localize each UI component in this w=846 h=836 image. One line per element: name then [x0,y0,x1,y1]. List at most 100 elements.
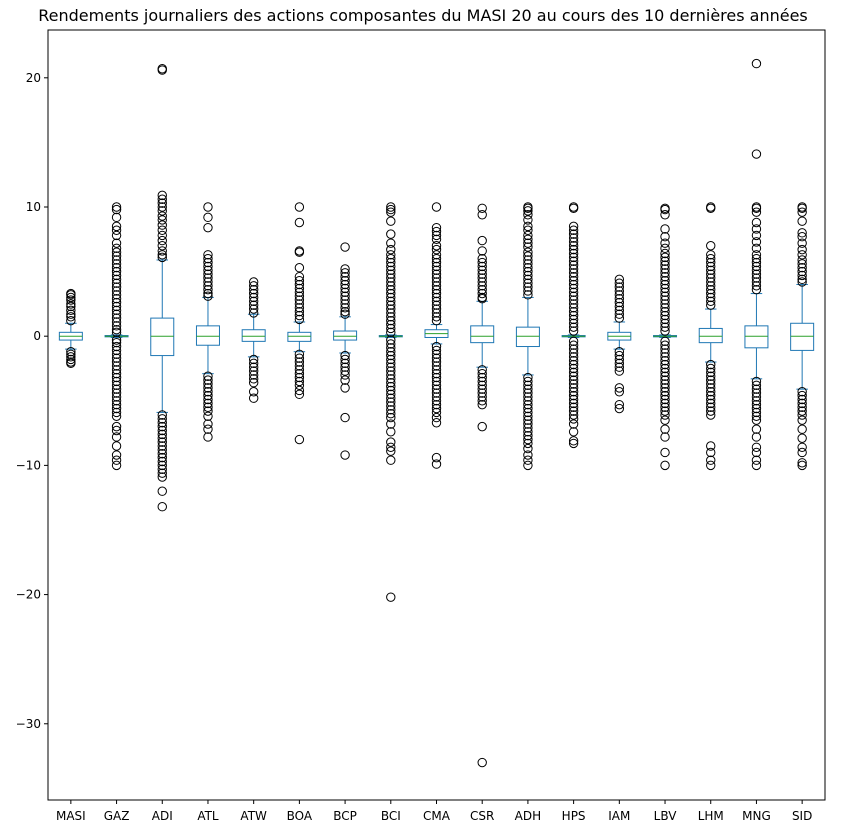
flier-point [386,202,396,212]
flier-point [751,388,762,398]
flier-point [751,407,762,418]
flier-point [111,411,122,421]
flier-point [340,242,350,252]
flier-point [111,396,122,406]
flier-point [568,295,579,305]
flier-point [523,259,533,269]
x-tick-label: MASI [56,809,86,823]
flier-point [386,292,396,303]
box-bcp [333,330,358,341]
flier-point [614,297,625,308]
flier-point [660,363,670,374]
flier-point [157,252,167,263]
flier-point [568,410,579,420]
flier-point [797,216,807,226]
flier-point [111,361,122,371]
flier-point [294,272,305,282]
flier-point [248,292,259,303]
flier-point [111,335,122,345]
flier-point [568,229,579,239]
flier-point [111,251,122,261]
flier-point [660,383,670,393]
flier-point [294,202,305,212]
flier-point [523,396,533,406]
flier-point [660,314,670,325]
flier-point [386,374,396,384]
flier-point [523,380,533,390]
flier-point [340,299,350,309]
flier-point [751,203,762,213]
flier-point [751,273,762,283]
flier-point [751,265,762,276]
flier-point [751,392,762,402]
flier-point [477,246,487,256]
flier-point [431,265,442,276]
flier-point [431,380,442,390]
x-tick-label: LHM [698,809,724,823]
flier-point [660,252,670,263]
flier-point [294,283,305,294]
flier-point [568,256,579,266]
flier-point [523,372,533,383]
flier-point [340,354,350,365]
flier-point [431,296,442,307]
box-boa [287,331,312,342]
flier-point [66,295,76,305]
flier-point [614,358,625,369]
flier-point [614,286,625,296]
flier-point [66,346,76,357]
flier-point [568,340,579,350]
flier-point [568,264,579,274]
flier-point [797,406,807,416]
flier-point [431,292,442,303]
flier-point [797,232,807,242]
flier-point [568,241,579,251]
flier-point [797,266,807,277]
flier-point [568,260,579,270]
flier-point [568,348,579,358]
flier-point [477,757,487,768]
flier-point [797,460,807,471]
flier-point [477,265,487,276]
flier-point [477,253,487,264]
flier-point [431,234,442,244]
flier-point [568,356,579,366]
flier-point [431,396,442,406]
box-csr [470,325,495,344]
flier-point [751,380,762,390]
flier-point [660,326,670,336]
box-adi [150,317,175,357]
flier-point [111,266,122,277]
flier-point [660,447,670,458]
y-tick-label: 20 [26,71,41,85]
flier-point [477,421,487,432]
flier-point [568,414,579,424]
flier-point [614,362,625,372]
x-tick-label: BOA [287,809,313,823]
flier-point [797,387,807,397]
flier-point [797,402,807,412]
flier-point [568,326,579,336]
flier-point [111,353,122,363]
flier-point [431,403,442,414]
flier-point [386,250,396,260]
flier-point [66,301,76,312]
flier-point [157,414,167,424]
flier-point [111,263,122,273]
flier-point [386,343,396,353]
flier-point [386,257,396,268]
flier-point [797,415,807,425]
flier-point [386,346,396,357]
flier-point [797,394,807,405]
flier-point [660,322,670,332]
flier-point [614,383,625,393]
flier-point [523,460,533,471]
flier-point [248,362,259,372]
flier-point [386,265,396,276]
flier-point [294,287,305,297]
flier-point [157,441,167,451]
flier-point [111,290,122,300]
flier-point [660,238,670,248]
flier-point [660,340,670,350]
flier-point [386,350,396,361]
